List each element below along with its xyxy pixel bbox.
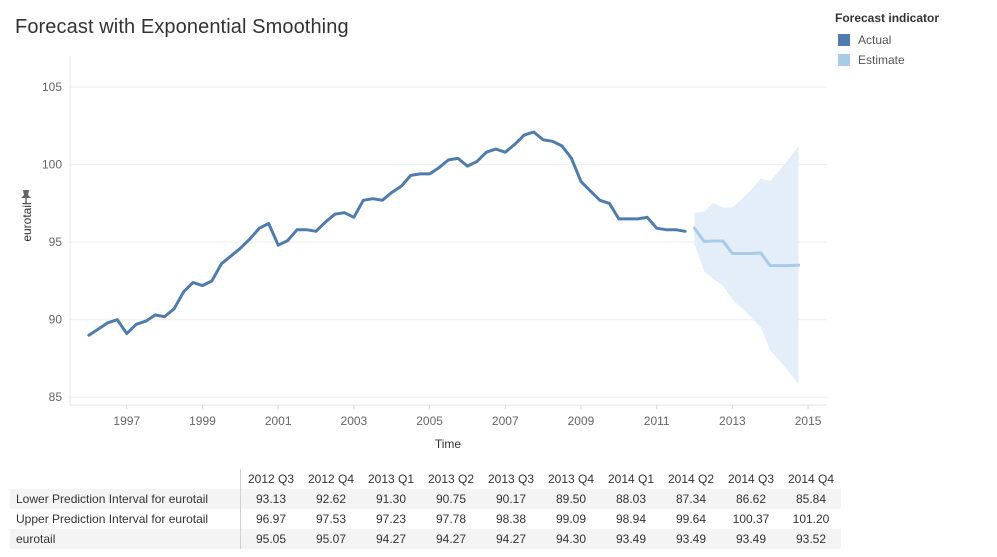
forecast-table: 2012 Q3 2012 Q4 2013 Q1 2013 Q2 2013 Q3 2013 … <box>10 469 841 549</box>
legend-item-actual[interactable]: Actual <box>835 30 939 50</box>
table-column-header: 2013 Q1 <box>367 472 415 486</box>
table-cell: 94.27 <box>481 529 541 549</box>
table-cell: 91.30 <box>361 489 421 509</box>
y-tick-label: 85 <box>49 390 63 404</box>
forecast-chart: 85 90 95 100 105 1997 1999 2001 2003 2005 2007 2009… <box>20 56 827 451</box>
series-line-estimate <box>693 226 801 268</box>
table-cell: 90.17 <box>481 489 541 509</box>
prediction-interval-band <box>694 146 799 385</box>
table-row-label: eurotail <box>10 529 241 549</box>
table-row: Upper Prediction Interval for eurotail 96… <box>10 509 841 529</box>
chart-title: Forecast with Exponential Smoothing <box>15 16 349 38</box>
legend-item-estimate[interactable]: Estimate <box>835 50 939 70</box>
table-cell: 94.27 <box>421 529 481 549</box>
table-cell: 85.84 <box>781 489 841 509</box>
table-cell: 93.49 <box>601 529 661 549</box>
table-row-label: Lower Prediction Interval for eurotail <box>10 489 241 509</box>
table-cell: 98.38 <box>495 512 527 526</box>
table-column-header: 2014 Q1 <box>607 472 655 486</box>
table-column-header: 2014 Q3 <box>727 472 775 486</box>
y-tick-label: 95 <box>49 235 63 249</box>
table-cell: 97.78 <box>435 512 467 526</box>
x-tick-label: 2011 <box>644 414 670 428</box>
table-corner <box>10 469 241 489</box>
table-cell: 97.53 <box>315 512 347 526</box>
table-row: eurotail 95.05 95.07 94.27 94.27 94.27 94.30 93… <box>10 529 841 549</box>
table-cell: 95.07 <box>301 529 361 549</box>
table-cell: 100.37 <box>732 512 770 526</box>
legend-title: Forecast indicator <box>835 11 940 25</box>
table-cell: 97.23 <box>375 512 407 526</box>
y-tick-label: 105 <box>42 80 62 94</box>
x-tick-label: 2015 <box>795 414 822 428</box>
x-tick-label: 2009 <box>568 414 595 428</box>
table-row-label: Upper Prediction Interval for eurotail <box>16 512 209 526</box>
table-cell: 94.27 <box>361 529 421 549</box>
x-tick-label: 1997 <box>113 414 140 428</box>
pin-icon[interactable] <box>21 190 31 203</box>
table-cell: 99.64 <box>675 512 707 526</box>
table-cell: 93.49 <box>661 529 721 549</box>
x-tick-label: 2001 <box>265 414 292 428</box>
y-tick-label: 90 <box>49 313 63 327</box>
table-cell: 93.49 <box>721 529 781 549</box>
y-axis-title: eurotail <box>20 202 34 241</box>
x-tick-label: 2013 <box>719 414 746 428</box>
table-header-row: 2012 Q3 2012 Q4 2013 Q1 2013 Q2 2013 Q3 2013 … <box>10 469 841 489</box>
legend: Forecast indicator Actual Estimate <box>835 11 939 70</box>
table-cell: 93.52 <box>781 529 841 549</box>
series-line-actual <box>87 130 687 337</box>
table-row: Lower Prediction Interval for eurotail 93… <box>10 489 841 509</box>
x-tick-label: 1999 <box>189 414 216 428</box>
table-cell: 99.09 <box>555 512 587 526</box>
table-cell: 98.94 <box>615 512 647 526</box>
table-column-header: 2014 Q2 <box>667 472 715 486</box>
table-cell: 94.30 <box>541 529 601 549</box>
table-cell: 93.13 <box>240 489 301 509</box>
legend-swatch-actual <box>838 34 850 46</box>
legend-label-estimate: Estimate <box>858 53 905 67</box>
table-column-header: 2012 Q4 <box>307 472 355 486</box>
table-cell: 88.03 <box>601 489 661 509</box>
table-cell: 90.75 <box>421 489 481 509</box>
table-column-header: 2012 Q3 <box>240 469 301 489</box>
x-tick-label: 2003 <box>341 414 368 428</box>
table-cell: 87.34 <box>661 489 721 509</box>
table-cell: 86.62 <box>721 489 781 509</box>
y-tick-label: 100 <box>42 158 62 172</box>
table-cell: 95.05 <box>240 529 301 549</box>
table-column-header: 2013 Q4 <box>547 472 595 486</box>
x-tick-label: 2005 <box>416 414 443 428</box>
x-axis-title: Time <box>435 437 462 451</box>
table-column-header: 2014 Q4 <box>787 472 835 486</box>
legend-label-actual: Actual <box>858 33 892 47</box>
table-cell: 89.50 <box>541 489 601 509</box>
table-cell: 96.97 <box>240 509 301 529</box>
table-column-header: 2013 Q2 <box>427 472 475 486</box>
legend-swatch-estimate <box>838 54 850 66</box>
table-cell: 92.62 <box>301 489 361 509</box>
x-tick-label: 2007 <box>492 414 519 428</box>
table-column-header: 2013 Q3 <box>487 472 535 486</box>
table-cell: 101.20 <box>792 512 830 526</box>
